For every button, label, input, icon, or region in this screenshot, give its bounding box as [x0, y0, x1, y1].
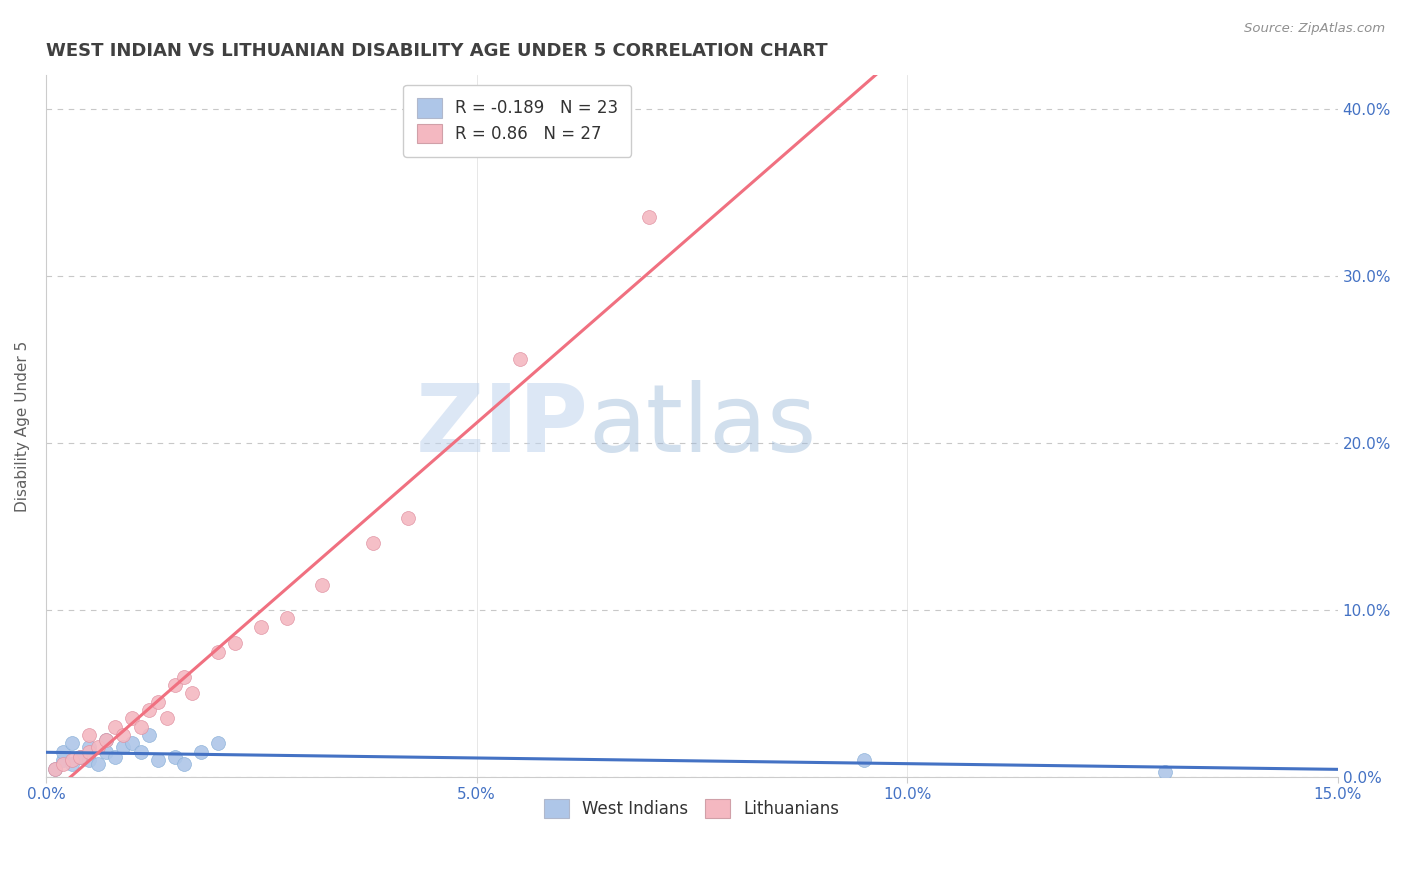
Point [181, 686, 204, 700]
Point [224, 636, 246, 650]
Point [853, 753, 876, 767]
Point [77, 739, 100, 754]
Point [44, 762, 66, 776]
Point [129, 745, 152, 759]
Point [173, 756, 195, 771]
Point [207, 736, 229, 750]
Point [77, 753, 100, 767]
Point [86, 739, 108, 754]
Point [190, 745, 212, 759]
Point [311, 578, 333, 592]
Point [77, 728, 100, 742]
Text: atlas: atlas [589, 380, 817, 472]
Y-axis label: Disability Age Under 5: Disability Age Under 5 [15, 341, 30, 512]
Point [60, 736, 83, 750]
Point [86, 756, 108, 771]
Point [44, 762, 66, 776]
Point [509, 352, 531, 367]
Text: WEST INDIAN VS LITHUANIAN DISABILITY AGE UNDER 5 CORRELATION CHART: WEST INDIAN VS LITHUANIAN DISABILITY AGE… [46, 42, 828, 60]
Point [396, 511, 419, 525]
Point [112, 728, 135, 742]
Legend: West Indians, Lithuanians: West Indians, Lithuanians [537, 792, 846, 825]
Point [138, 703, 160, 717]
Point [121, 711, 143, 725]
Text: Source: ZipAtlas.com: Source: ZipAtlas.com [1244, 22, 1385, 36]
Point [112, 739, 135, 754]
Point [52, 756, 75, 771]
Point [146, 753, 169, 767]
Point [637, 211, 659, 225]
Point [60, 756, 83, 771]
Point [250, 619, 273, 633]
Point [361, 536, 384, 550]
Point [165, 749, 187, 764]
Point [77, 745, 100, 759]
Point [69, 749, 91, 764]
Point [276, 611, 298, 625]
Point [129, 720, 152, 734]
Point [173, 670, 195, 684]
Point [155, 711, 177, 725]
Point [52, 753, 75, 767]
Point [165, 678, 187, 692]
Point [60, 753, 83, 767]
Point [207, 644, 229, 658]
Point [104, 720, 127, 734]
Point [138, 728, 160, 742]
Point [96, 733, 118, 747]
Point [69, 749, 91, 764]
Point [146, 695, 169, 709]
Point [1154, 764, 1177, 779]
Point [104, 749, 127, 764]
Point [96, 745, 118, 759]
Point [96, 733, 118, 747]
Text: ZIP: ZIP [416, 380, 589, 472]
Point [52, 745, 75, 759]
Point [121, 736, 143, 750]
